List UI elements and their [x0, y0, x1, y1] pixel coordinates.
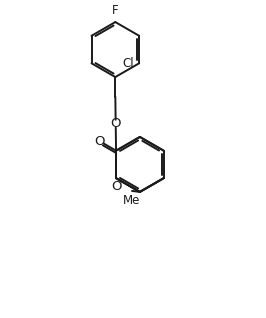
Text: F: F — [112, 4, 119, 17]
Text: Cl: Cl — [123, 57, 134, 70]
Text: Me: Me — [123, 194, 141, 207]
Text: O: O — [110, 117, 121, 130]
Text: O: O — [111, 180, 121, 193]
Text: O: O — [95, 135, 105, 148]
